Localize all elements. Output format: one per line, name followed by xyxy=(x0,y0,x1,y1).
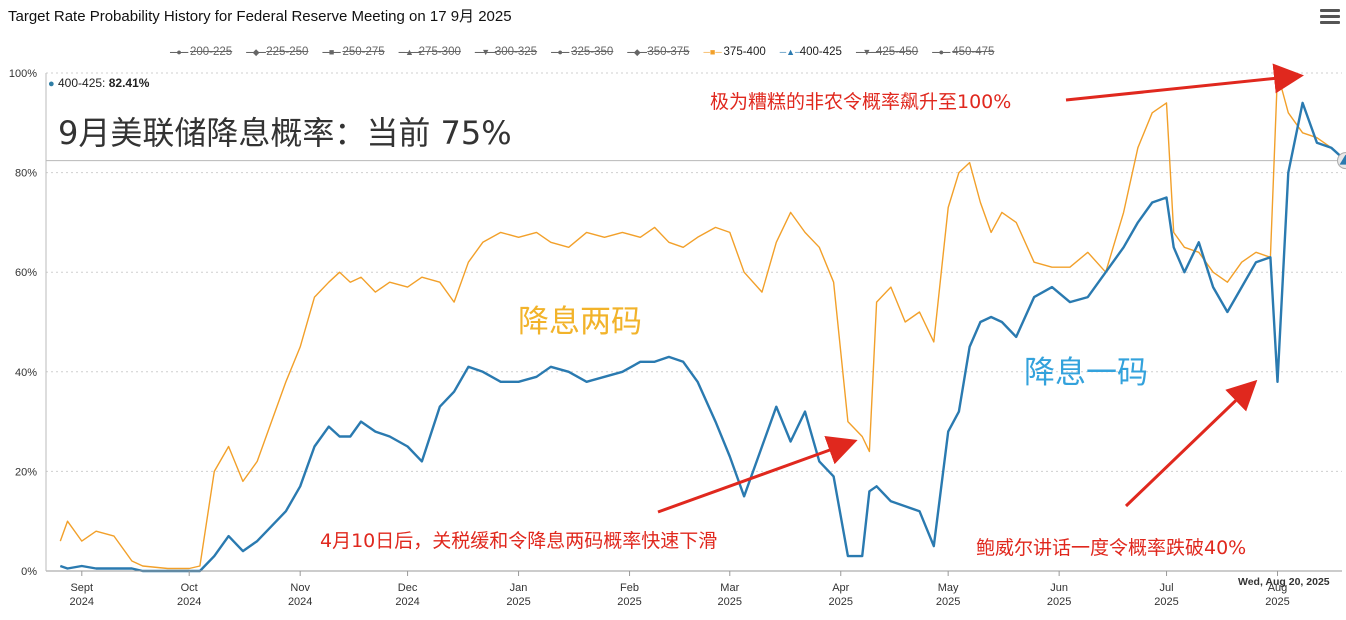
x-tick-month: May xyxy=(938,582,959,594)
x-tick-year: 2025 xyxy=(506,596,530,608)
series-line-400-425 xyxy=(59,101,1346,573)
y-tick-label: 100% xyxy=(9,68,37,80)
legend-label: 325-350 xyxy=(571,46,614,58)
menu-icon[interactable] xyxy=(1320,9,1340,25)
tooltip-value: 82.41% xyxy=(108,76,150,90)
legend-label: 450-475 xyxy=(952,46,995,58)
legend-item-250-275[interactable]: ─■─ 250-275 xyxy=(322,44,384,60)
legend-symbol-icon: ─●─ xyxy=(551,47,570,57)
x-tick-year: 2024 xyxy=(177,596,201,608)
legend-item-350-375[interactable]: ─◆─ 350-375 xyxy=(627,44,689,60)
x-tick-month: Dec xyxy=(398,582,418,594)
legend-label: 225-250 xyxy=(266,46,309,58)
annotation-arrow xyxy=(1124,379,1258,508)
legend-item-375-400[interactable]: ─■─ 375-400 xyxy=(704,44,766,60)
legend-symbol-icon: ─▲─ xyxy=(398,47,421,57)
x-tick-month: Oct xyxy=(181,582,198,594)
legend-item-300-325[interactable]: ─▼─ 300-325 xyxy=(475,44,537,60)
hover-marker-triangle xyxy=(1339,154,1346,165)
annotation-arrow xyxy=(1065,63,1304,102)
legend-symbol-icon: ─■─ xyxy=(322,47,341,57)
x-tick-month: Jul xyxy=(1160,582,1174,594)
x-tick-month: Apr xyxy=(832,582,849,594)
x-tick-year: 2025 xyxy=(829,596,853,608)
legend-item-325-350[interactable]: ─●─ 325-350 xyxy=(551,44,613,60)
annotation-nfp: 极为糟糕的非农令概率飙升至100% xyxy=(710,91,1012,113)
legend-item-225-250[interactable]: ─◆─ 225-250 xyxy=(246,44,308,60)
x-tick-year: 2025 xyxy=(718,596,742,608)
tooltip: ● 400-425: 82.41% xyxy=(48,76,149,90)
legend-symbol-icon: ─▼─ xyxy=(474,47,497,57)
legend-item-450-475[interactable]: ─●─ 450-475 xyxy=(932,44,994,60)
crosshair-date-label: Wed, Aug 20, 2025 xyxy=(1238,576,1330,588)
legend-symbol-icon: ─■─ xyxy=(703,47,722,57)
legend-label: 425-450 xyxy=(875,46,919,58)
legend-item-275-300[interactable]: ─▲─ 275-300 xyxy=(399,44,461,60)
y-tick-label: 40% xyxy=(15,367,37,379)
legend-label: 400-425 xyxy=(799,46,842,58)
annotation-two-cuts: 降息两码 xyxy=(518,304,642,340)
x-tick-year: 2024 xyxy=(70,596,94,608)
x-tick-year: 2024 xyxy=(395,596,419,608)
x-tick-month: Sept xyxy=(70,582,93,594)
x-tick-month: Aug xyxy=(1268,582,1288,594)
legend-symbol-icon: ─◆─ xyxy=(246,46,266,57)
x-tick-month: Jan xyxy=(510,582,528,594)
legend-label: 375-400 xyxy=(723,46,766,58)
legend-symbol-icon: ─◆─ xyxy=(627,46,647,57)
x-tick-year: 2025 xyxy=(1154,596,1178,608)
legend-label: 200-225 xyxy=(190,46,233,58)
legend-symbol-icon: ─▲─ xyxy=(779,47,802,57)
x-tick-year: 2025 xyxy=(936,596,960,608)
legend-symbol-icon: ─●─ xyxy=(170,47,189,57)
legend-label: 275-300 xyxy=(418,46,461,58)
annotation-arrow xyxy=(657,436,858,514)
probability-subheading: 9月美联储降息概率：当前 75% xyxy=(58,114,512,152)
y-tick-label: 20% xyxy=(15,466,37,478)
x-tick-year: 2025 xyxy=(1265,596,1289,608)
legend-item-425-450[interactable]: ─▼─ 425-450 xyxy=(856,44,918,60)
annotation-one-cut: 降息一码 xyxy=(1024,355,1148,391)
tooltip-series-label: 400-425: xyxy=(58,76,106,90)
legend-label: 250-275 xyxy=(342,46,385,58)
annotation-powell: 鲍威尔讲话一度令概率跌破40% xyxy=(976,537,1247,559)
chart-title: Target Rate Probability History for Fede… xyxy=(8,8,512,25)
series-line-375-400 xyxy=(59,72,1346,570)
legend-symbol-icon: ─▼─ xyxy=(855,47,878,57)
x-tick-year: 2025 xyxy=(1047,596,1071,608)
x-tick-year: 2025 xyxy=(617,596,641,608)
x-tick-month: Mar xyxy=(720,582,739,594)
y-tick-label: 60% xyxy=(15,267,37,279)
legend-item-400-425[interactable]: ─▲─ 400-425 xyxy=(780,44,842,60)
tooltip-series-dot: ● xyxy=(48,78,55,90)
legend-symbol-icon: ─●─ xyxy=(932,47,951,57)
legend-label: 300-325 xyxy=(494,46,538,58)
annotation-tariff: 4月10日后，关税缓和令降息两码概率快速下滑 xyxy=(320,530,718,552)
legend-label: 350-375 xyxy=(647,46,690,58)
x-tick-month: Jun xyxy=(1050,582,1068,594)
x-tick-month: Feb xyxy=(620,582,639,594)
legend: ─●─ 200-225 ─◆─ 225-250 ─■─ 250-275 ─▲─ 275-300… xyxy=(170,44,1008,60)
y-tick-label: 0% xyxy=(21,566,37,578)
x-tick-year: 2024 xyxy=(288,596,312,608)
y-tick-label: 80% xyxy=(15,168,37,180)
x-tick-month: Nov xyxy=(290,582,310,594)
legend-item-200-225[interactable]: ─●─ 200-225 xyxy=(170,44,232,60)
